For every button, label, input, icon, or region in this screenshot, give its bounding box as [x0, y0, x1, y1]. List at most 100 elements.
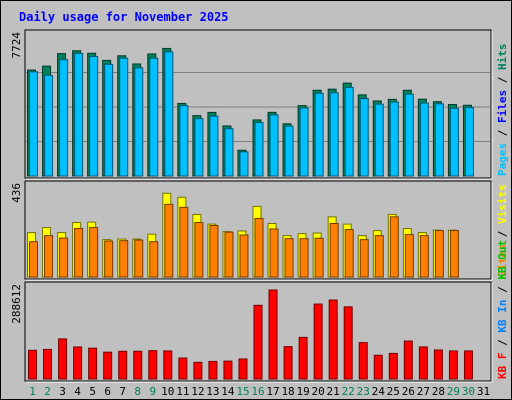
bar-files-day-30: [464, 107, 474, 177]
panel-legend: KB F / KB In / KB Out: [496, 240, 509, 379]
bar-kb-f-day-5: [88, 347, 98, 380]
panel-legend: Sites / Visits: [496, 184, 509, 277]
bar-kb-f-day-7: [118, 350, 128, 380]
x-tick-label: 24: [372, 385, 386, 398]
bar-files-day-17: [269, 114, 279, 177]
legend-separator: /: [496, 70, 509, 90]
bar-files-day-9: [149, 57, 159, 177]
x-tick-label: 30: [462, 385, 475, 398]
x-tick-label: 28: [432, 385, 445, 398]
bar-kb-f-day-27: [418, 346, 428, 380]
x-tick-label: 7: [119, 385, 126, 398]
x-tick-label: 20: [312, 385, 325, 398]
panel-max-label: 436: [10, 183, 23, 203]
bar-kb-f-day-20: [313, 303, 323, 380]
bar-sites-day-4: [74, 228, 84, 278]
panel-kbytes: 288612 KB F / KB In / KB Out: [10, 240, 509, 383]
legend-sites: Sites: [496, 244, 509, 277]
panel-visits-sites: 436 Sites / Visits: [10, 180, 509, 281]
bar-sites-day-2: [44, 235, 54, 278]
bar-kb-f-day-6: [103, 351, 113, 380]
x-axis: 1 2 3 4 5 6 7 8 9 10 11 12 13 14 15 16 17 18 19 20 21 22 23 24 2…: [29, 385, 490, 398]
x-tick-label: 13: [206, 385, 219, 398]
bar-sites-day-5: [89, 227, 99, 278]
bar-sites-day-27: [419, 235, 429, 278]
bar-files-day-7: [119, 57, 129, 177]
x-tick-label: 11: [176, 385, 189, 398]
bar-sites-day-29: [449, 230, 459, 278]
x-tick-label: 6: [104, 385, 111, 398]
x-tick-label: 25: [387, 385, 400, 398]
bar-files-day-23: [359, 98, 369, 177]
legend-kb-f: KB F: [496, 353, 509, 380]
legend-separator: /: [496, 280, 509, 300]
bar-kb-f-day-23: [358, 342, 368, 380]
bar-sites-day-17: [269, 228, 279, 278]
bar-sites-day-23: [359, 239, 369, 278]
bar-sites-day-22: [344, 229, 354, 278]
bar-files-day-8: [134, 67, 144, 177]
bar-kb-f-day-18: [283, 346, 293, 380]
legend-kb-in: KB In: [496, 300, 509, 333]
bar-files-day-18: [284, 125, 294, 177]
x-tick-label: 22: [342, 385, 355, 398]
legend-hits: Hits: [496, 44, 509, 71]
bar-files-day-3: [59, 59, 69, 177]
x-tick-label: 27: [417, 385, 430, 398]
legend-separator: /: [496, 333, 509, 353]
panel-max-label: 288612: [10, 284, 23, 324]
x-tick-label: 5: [89, 385, 96, 398]
bar-kb-f-day-4: [73, 346, 83, 380]
bar-kb-f-day-25: [388, 352, 398, 380]
panel-max-label: 7724: [10, 32, 23, 59]
x-tick-label: 31: [477, 385, 490, 398]
chart-title: Daily usage for November 2025: [19, 10, 229, 24]
bar-kb-f-day-2: [43, 348, 53, 380]
legend-pages: Pages: [496, 143, 509, 176]
bar-files-day-4: [74, 52, 84, 177]
x-tick-label: 29: [447, 385, 460, 398]
bar-files-day-19: [299, 107, 309, 177]
bar-kb-f-day-13: [208, 360, 218, 380]
bar-sites-day-13: [209, 225, 219, 278]
bar-files-day-25: [389, 101, 399, 177]
bar-files-day-24: [374, 103, 384, 177]
bar-sites-day-8: [134, 239, 144, 278]
bar-files-day-14: [224, 128, 234, 177]
bar-sites-day-19: [299, 238, 309, 278]
bar-files-day-5: [89, 55, 99, 177]
bar-files-day-15: [239, 151, 249, 177]
panel-legend: Pages / Files / Hits: [496, 44, 509, 177]
bar-files-day-13: [209, 115, 219, 177]
x-tick-label: 12: [191, 385, 204, 398]
chart-panels: 7724 Pages / Files / Hits 436 Sites / Visit…: [10, 29, 509, 383]
bar-files-day-11: [179, 105, 189, 177]
legend-files: Files: [496, 90, 509, 123]
bar-kb-f-day-21: [328, 299, 338, 380]
x-tick-label: 2: [44, 385, 51, 398]
bar-sites-day-15: [239, 234, 249, 278]
x-tick-label: 16: [251, 385, 264, 398]
bar-sites-day-20: [314, 237, 324, 278]
bar-kb-f-day-14: [223, 360, 233, 380]
bar-sites-day-28: [434, 230, 444, 278]
bar-files-day-26: [404, 93, 414, 177]
bar-kb-f-day-17: [268, 289, 278, 380]
bar-sites-day-24: [374, 235, 384, 278]
bar-kb-f-day-24: [373, 354, 383, 380]
bar-kb-f-day-15: [238, 358, 248, 380]
bar-kb-f-day-19: [298, 336, 308, 380]
bar-kb-f-day-16: [253, 304, 263, 380]
bar-sites-day-16: [254, 217, 264, 278]
bar-kb-f-day-9: [148, 350, 158, 380]
bar-files-day-29: [449, 107, 459, 177]
x-tick-label: 26: [402, 385, 415, 398]
bar-sites-day-21: [329, 223, 339, 278]
bar-sites-day-26: [404, 234, 414, 278]
bar-files-day-6: [104, 63, 114, 177]
legend-separator: /: [496, 224, 509, 244]
legend-visits: Visits: [496, 184, 509, 224]
bar-sites-day-6: [104, 240, 114, 278]
bar-files-day-16: [254, 122, 264, 177]
